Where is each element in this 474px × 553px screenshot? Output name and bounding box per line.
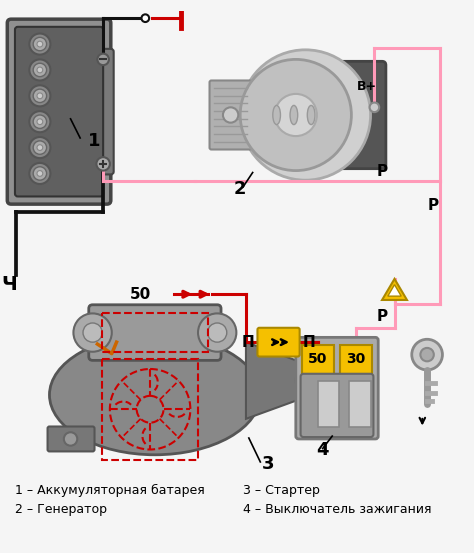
FancyBboxPatch shape xyxy=(257,328,300,357)
Circle shape xyxy=(29,137,50,158)
Circle shape xyxy=(64,432,77,446)
Polygon shape xyxy=(246,342,313,419)
Circle shape xyxy=(296,363,330,398)
FancyBboxPatch shape xyxy=(319,61,386,169)
Text: Р: Р xyxy=(427,197,438,212)
Circle shape xyxy=(33,89,46,102)
Circle shape xyxy=(412,340,442,370)
Circle shape xyxy=(33,63,46,77)
Text: 50: 50 xyxy=(308,352,328,367)
Circle shape xyxy=(275,94,317,136)
Circle shape xyxy=(73,314,112,352)
Text: П: П xyxy=(241,335,254,349)
Circle shape xyxy=(208,323,227,342)
Ellipse shape xyxy=(49,335,260,455)
Bar xyxy=(301,345,334,374)
FancyBboxPatch shape xyxy=(89,305,221,361)
Text: B+: B+ xyxy=(357,80,377,93)
Ellipse shape xyxy=(273,106,281,124)
Bar xyxy=(318,382,339,427)
Circle shape xyxy=(97,54,109,65)
Circle shape xyxy=(29,85,50,106)
Circle shape xyxy=(303,371,323,390)
Text: 50: 50 xyxy=(130,287,151,302)
Circle shape xyxy=(83,323,102,342)
Bar xyxy=(340,345,373,374)
FancyBboxPatch shape xyxy=(15,27,103,196)
Circle shape xyxy=(96,157,110,170)
Circle shape xyxy=(29,111,50,132)
Circle shape xyxy=(37,170,43,176)
Circle shape xyxy=(420,348,434,361)
Circle shape xyxy=(240,50,371,180)
FancyBboxPatch shape xyxy=(47,426,94,451)
Circle shape xyxy=(141,14,149,22)
Circle shape xyxy=(223,107,238,123)
Circle shape xyxy=(198,314,237,352)
Bar xyxy=(349,382,371,427)
Circle shape xyxy=(33,141,46,154)
Text: П: П xyxy=(303,335,316,349)
FancyBboxPatch shape xyxy=(7,19,111,204)
Text: 30: 30 xyxy=(346,352,366,367)
Text: 2: 2 xyxy=(234,180,246,197)
Text: 4: 4 xyxy=(316,441,328,459)
FancyBboxPatch shape xyxy=(296,337,378,439)
Circle shape xyxy=(37,145,43,150)
Text: Р: Р xyxy=(376,309,388,324)
Text: Ч: Ч xyxy=(1,275,17,294)
FancyBboxPatch shape xyxy=(91,49,114,174)
Bar xyxy=(102,359,198,460)
Ellipse shape xyxy=(307,106,315,124)
Circle shape xyxy=(29,34,50,55)
Text: 1: 1 xyxy=(88,132,100,150)
Circle shape xyxy=(37,93,43,98)
Circle shape xyxy=(37,119,43,124)
Polygon shape xyxy=(388,285,401,296)
Circle shape xyxy=(29,163,50,184)
Polygon shape xyxy=(382,279,407,300)
FancyBboxPatch shape xyxy=(210,81,252,149)
Text: 1 – Аккумуляторная батарея: 1 – Аккумуляторная батарея xyxy=(15,484,205,497)
Circle shape xyxy=(29,59,50,81)
FancyBboxPatch shape xyxy=(301,374,374,437)
Text: 2 – Генератор: 2 – Генератор xyxy=(15,503,107,517)
Text: Р: Р xyxy=(376,164,388,179)
Circle shape xyxy=(33,115,46,128)
Circle shape xyxy=(240,59,351,170)
Circle shape xyxy=(37,41,43,47)
Circle shape xyxy=(37,67,43,73)
Circle shape xyxy=(370,102,379,112)
Text: 3: 3 xyxy=(262,455,275,473)
Text: 3 – Стартер: 3 – Стартер xyxy=(243,484,320,497)
Bar xyxy=(102,314,208,352)
Ellipse shape xyxy=(290,106,298,124)
Circle shape xyxy=(33,38,46,51)
Circle shape xyxy=(33,167,46,180)
Text: 4 – Выключатель зажигания: 4 – Выключатель зажигания xyxy=(243,503,432,517)
